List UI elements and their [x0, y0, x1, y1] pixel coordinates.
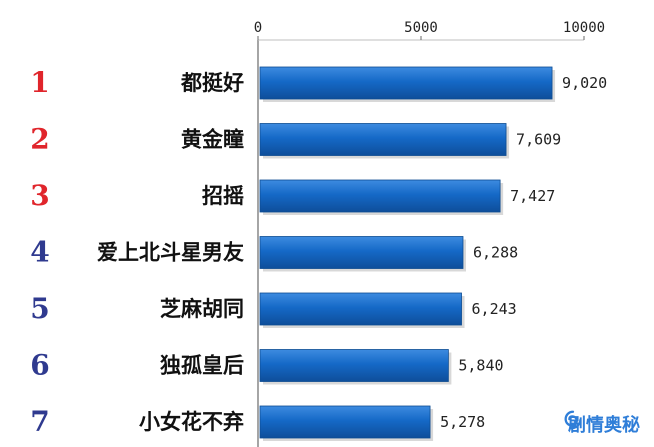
category-label: 独孤皇后: [160, 354, 244, 378]
x-tick-label: 10000: [563, 20, 605, 36]
rank-label: 2: [30, 123, 49, 156]
data-label: 5,840: [458, 357, 503, 375]
category-label: 黄金瞳: [181, 128, 244, 152]
category-label: 都挺好: [180, 71, 244, 95]
bar: [259, 179, 501, 213]
category-label: 芝麻胡同: [160, 297, 244, 321]
bar: [259, 405, 431, 439]
data-label: 6,243: [472, 300, 517, 318]
rank-label: 7: [30, 405, 49, 438]
bar: [259, 66, 553, 100]
data-label: 5,278: [440, 413, 485, 431]
watermark-text: 剧情奥秘: [568, 415, 640, 436]
rank-label: 6: [30, 349, 49, 382]
category-label: 小女花不弃: [139, 410, 244, 434]
rank-label: 5: [30, 292, 49, 325]
rank-label: 1: [30, 66, 49, 99]
data-label: 6,288: [473, 244, 518, 262]
rank-label: 4: [30, 236, 49, 269]
watermark-swirl-icon: [564, 410, 582, 430]
x-tick-label: 5000: [404, 20, 438, 36]
category-label: 招摇: [202, 184, 244, 208]
watermark: 剧情奥秘: [562, 409, 646, 439]
bar: [259, 236, 464, 269]
bar: [259, 349, 449, 382]
bar: [259, 292, 462, 326]
data-label: 9,020: [562, 74, 607, 92]
category-label: 爱上北斗星男友: [97, 241, 244, 265]
data-label: 7,427: [510, 187, 555, 205]
rank-label: 3: [30, 179, 49, 212]
x-tick-label: 0: [254, 20, 262, 36]
data-label: 7,609: [516, 131, 561, 149]
bar: [259, 123, 507, 156]
